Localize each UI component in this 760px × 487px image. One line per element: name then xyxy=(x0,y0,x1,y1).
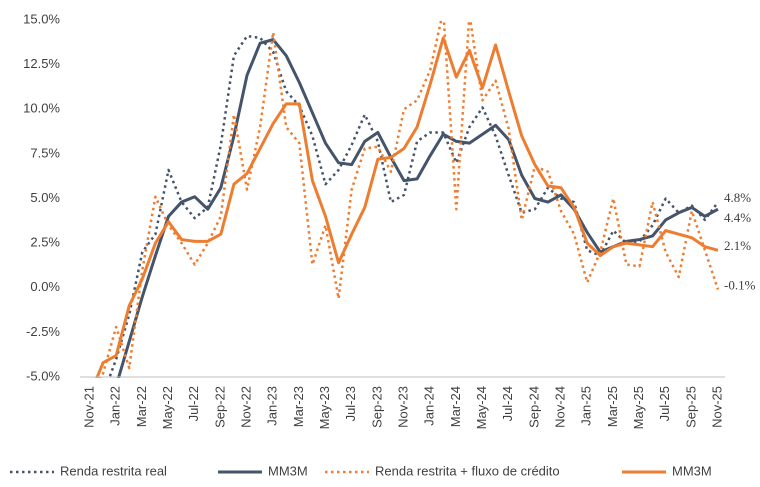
x-tick-label: Jul-25 xyxy=(657,386,672,421)
x-tick-label: Nov-23 xyxy=(395,386,410,428)
legend-label: MM3M xyxy=(268,463,308,478)
x-tick-label: Jan-23 xyxy=(265,386,280,426)
solid-line xyxy=(95,36,719,378)
x-tick-label: May-23 xyxy=(317,386,332,429)
y-tick-label: -2.5% xyxy=(26,324,60,339)
x-tick-label: Mar-23 xyxy=(291,386,306,427)
x-tick-label: Jul-23 xyxy=(343,386,358,421)
end-label: -0.1% xyxy=(724,278,756,293)
y-tick-label: 5.0% xyxy=(30,190,60,205)
y-tick-label: 10.0% xyxy=(23,101,60,116)
y-tick-label: 2.5% xyxy=(30,235,60,250)
x-tick-label: Sep-25 xyxy=(683,386,698,428)
x-tick-label: Jan-24 xyxy=(422,386,437,426)
x-tick-label: Nov-22 xyxy=(238,386,253,428)
x-tick-label: Nov-25 xyxy=(709,386,724,428)
x-tick-label: May-22 xyxy=(160,386,175,429)
legend-label: MM3M xyxy=(672,463,712,478)
y-tick-label: -5.0% xyxy=(26,368,60,383)
end-label: 4.8% xyxy=(724,190,751,205)
x-tick-label: Sep-23 xyxy=(369,386,384,428)
x-tick-label: Mar-25 xyxy=(605,386,620,427)
x-tick-label: Jan-25 xyxy=(579,386,594,426)
dotted-line xyxy=(98,19,720,378)
y-tick-label: 7.5% xyxy=(30,145,60,160)
x-tick-label: May-24 xyxy=(474,386,489,429)
x-tick-label: Jul-22 xyxy=(186,386,201,421)
y-tick-label: 12.5% xyxy=(23,56,60,71)
y-tick-label: 15.0% xyxy=(23,11,60,26)
legend-label: Renda restrita real xyxy=(60,463,167,478)
end-label: 2.1% xyxy=(724,238,751,253)
solid-line xyxy=(116,38,719,378)
dotted-line xyxy=(107,34,720,378)
end-label: 4.4% xyxy=(724,210,751,225)
x-tick-label: Jul-24 xyxy=(500,386,515,421)
y-tick-label: 0.0% xyxy=(30,279,60,294)
x-tick-label: Jan-22 xyxy=(108,386,123,426)
legend-label: Renda restrita + fluxo de crédito xyxy=(375,463,560,478)
x-tick-label: Mar-22 xyxy=(134,386,149,427)
x-tick-label: Sep-22 xyxy=(212,386,227,428)
x-tick-label: May-25 xyxy=(631,386,646,429)
x-tick-label: Mar-24 xyxy=(448,386,463,427)
x-tick-label: Nov-21 xyxy=(81,386,96,428)
plot-area xyxy=(95,19,720,378)
x-tick-label: Sep-24 xyxy=(526,386,541,428)
x-tick-label: Nov-24 xyxy=(552,386,567,428)
